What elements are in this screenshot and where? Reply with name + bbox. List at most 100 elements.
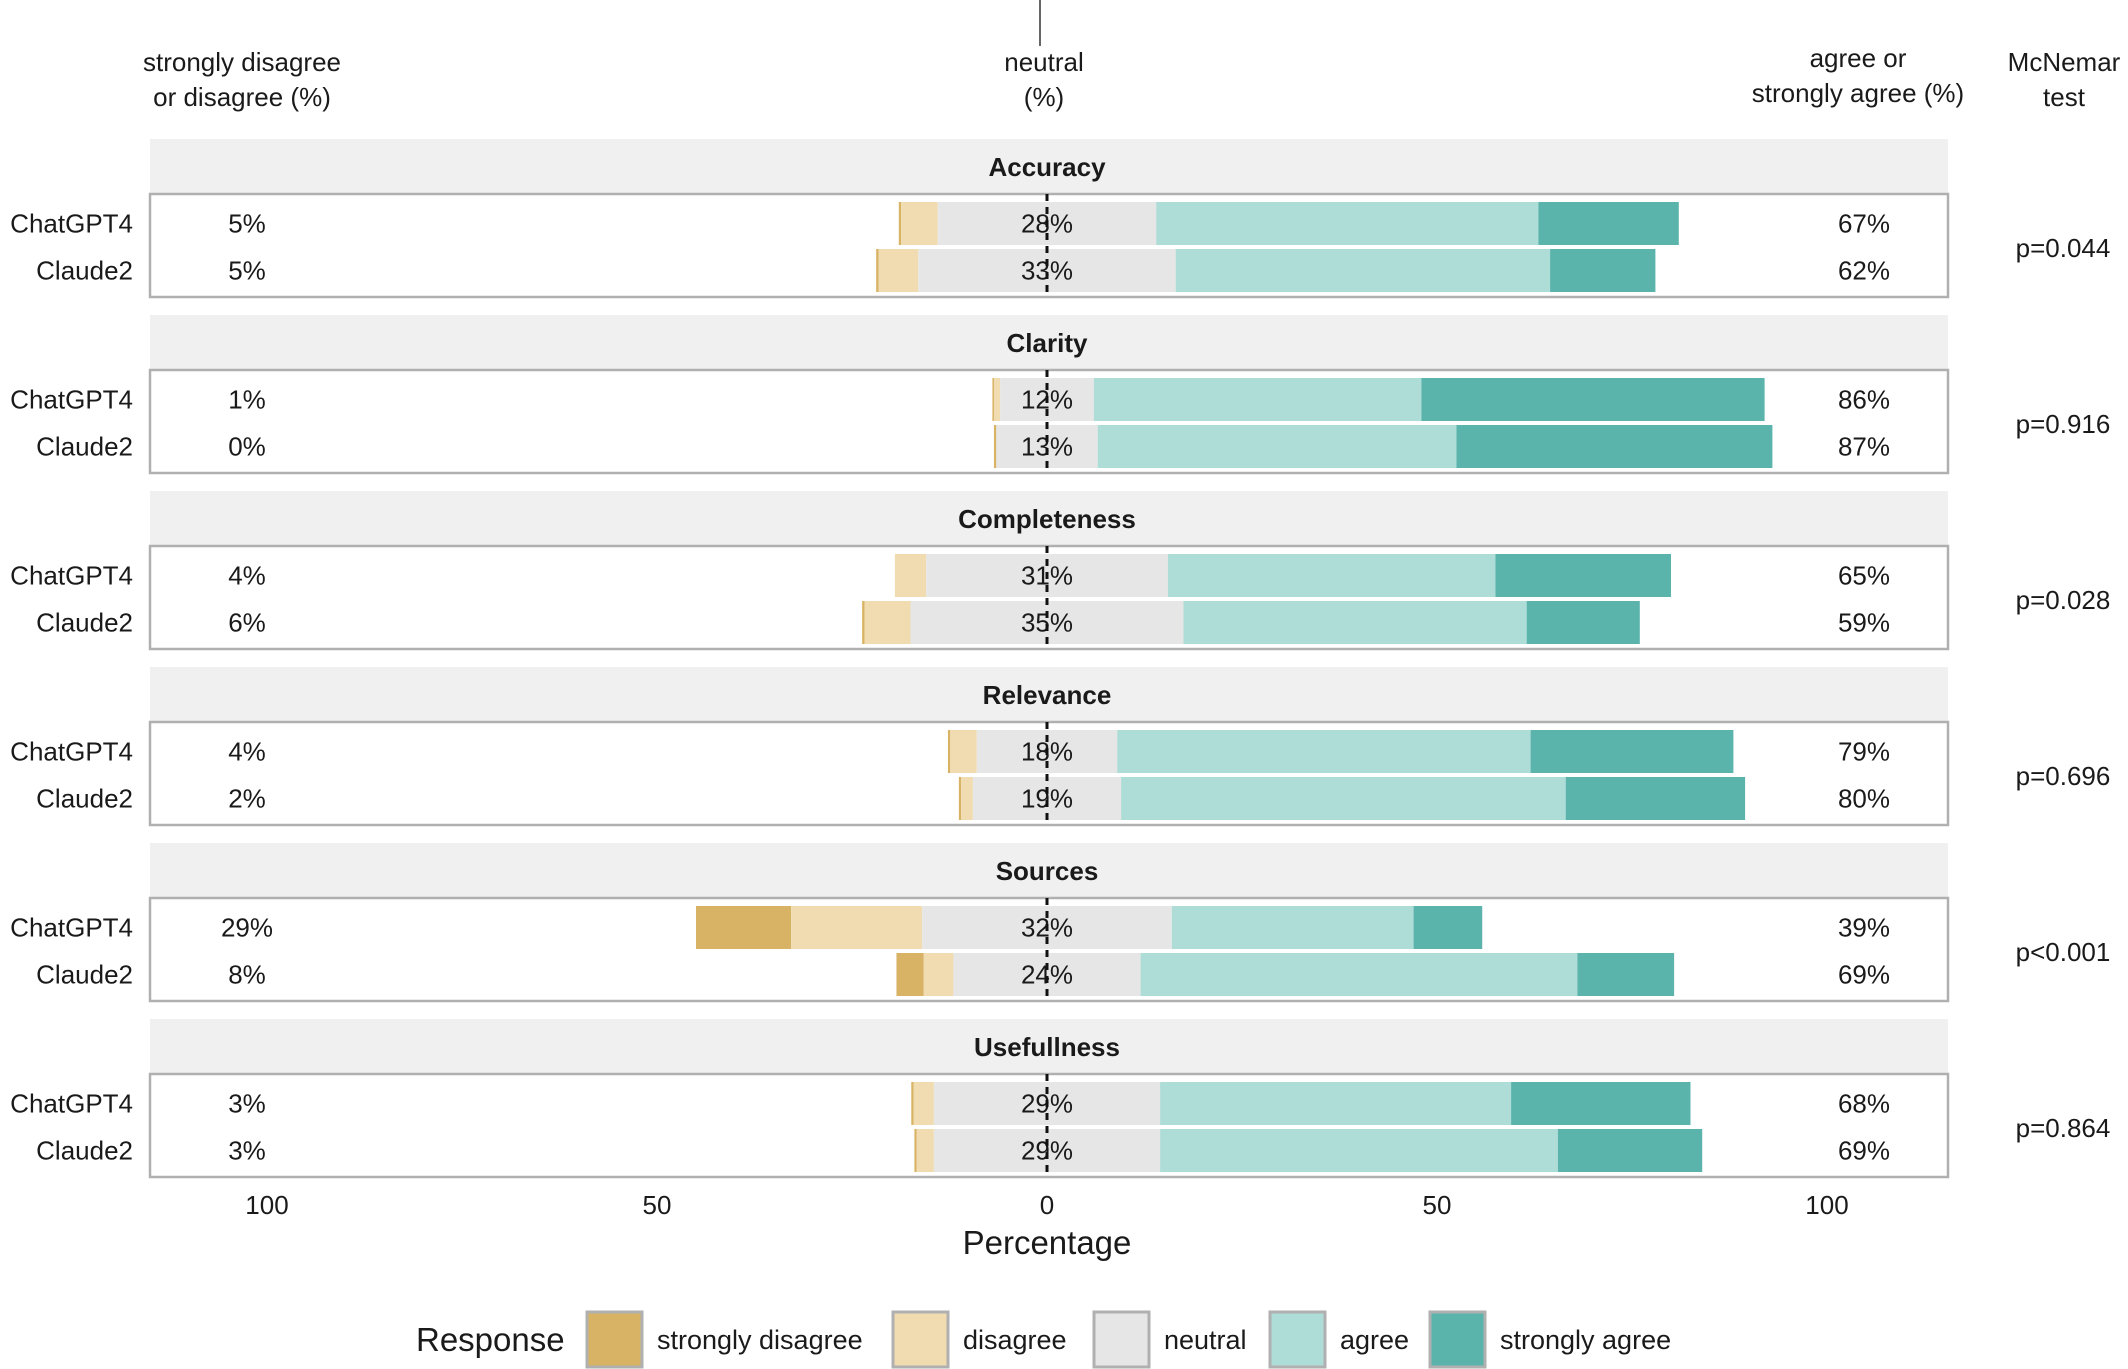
bar-neutral (910, 601, 1184, 644)
legend-item-neutral: neutral (1092, 1310, 1247, 1369)
p-value: p<0.001 (2016, 937, 2111, 967)
panel-strip (150, 491, 1948, 546)
row-label: ChatGPT4 (10, 209, 133, 239)
x-tick-label: 100 (245, 1190, 288, 1220)
bar-strongly-agree (1557, 1129, 1703, 1172)
panel-title: Usefullness (974, 1032, 1120, 1062)
row-label: Claude2 (36, 256, 133, 286)
legend-item-agree: agree (1268, 1310, 1409, 1369)
header-test-line2: test (2043, 82, 2086, 112)
p-value: p=0.696 (2016, 761, 2111, 791)
bar-agree (1156, 202, 1539, 245)
row-label: Claude2 (36, 608, 133, 638)
bar-strongly-disagree (992, 378, 994, 421)
label-disagree-pct: 3% (228, 1089, 266, 1119)
legend-label: disagree (963, 1325, 1067, 1355)
p-value: p=0.916 (2016, 409, 2111, 439)
bar-strongly-disagree (896, 953, 924, 996)
bar-disagree (913, 1082, 934, 1125)
legend-title: Response (416, 1321, 565, 1358)
bar-strongly-agree (1526, 601, 1640, 644)
panel-title: Accuracy (988, 152, 1106, 182)
legend-item-strongly-disagree: strongly disagree (585, 1310, 863, 1369)
bar-neutral (953, 953, 1141, 996)
bar-disagree (923, 953, 954, 996)
row-claude2: Claude2 3% 29% 69% (36, 1129, 1890, 1172)
legend-key-strongly-disagree (585, 1310, 644, 1369)
row-label: Claude2 (36, 784, 133, 814)
bar-agree (1121, 777, 1566, 820)
row-label: ChatGPT4 (10, 913, 133, 943)
bar-disagree (791, 906, 923, 949)
label-agree-pct: 65% (1838, 561, 1890, 591)
x-tick-label: 50 (643, 1190, 672, 1220)
legend-key-neutral (1092, 1310, 1151, 1369)
label-disagree-pct: 4% (228, 737, 266, 767)
bar-agree (1171, 906, 1414, 949)
bar-agree (1097, 425, 1457, 468)
legend-item-strongly-agree: strongly agree (1428, 1310, 1671, 1369)
bar-agree (1140, 953, 1578, 996)
panel-strip (150, 843, 1948, 898)
row-label: Claude2 (36, 960, 133, 990)
bar-strongly-disagree (914, 1129, 917, 1172)
bar-neutral (996, 425, 1098, 468)
header-right-line1: agree or (1810, 43, 1907, 73)
bar-neutral (918, 249, 1176, 292)
panel-strip (150, 315, 1948, 370)
label-disagree-pct: 1% (228, 385, 266, 415)
label-disagree-pct: 3% (228, 1136, 266, 1166)
row-claude2: Claude2 6% 35% 59% (36, 601, 1890, 644)
bar-strongly-agree (1565, 777, 1746, 820)
row-label: ChatGPT4 (10, 737, 133, 767)
x-axis: 100 50 0 50 100 (245, 1190, 1848, 1220)
bar-agree (1117, 730, 1531, 773)
bar-agree (1160, 1082, 1512, 1125)
label-agree-pct: 39% (1838, 913, 1890, 943)
row-label: Claude2 (36, 432, 133, 462)
legend-key-agree (1268, 1310, 1327, 1369)
bar-strongly-agree (1495, 554, 1671, 597)
bar-neutral (933, 1129, 1161, 1172)
bar-strongly-agree (1538, 202, 1679, 245)
label-agree-pct: 69% (1838, 960, 1890, 990)
legend-label: agree (1340, 1325, 1409, 1355)
bar-strongly-disagree (862, 601, 865, 644)
row-claude2: Claude2 0% 13% 87% (36, 425, 1890, 468)
row-label: ChatGPT4 (10, 1089, 133, 1119)
row-label: ChatGPT4 (10, 561, 133, 591)
header-left-line2: or disagree (%) (153, 82, 331, 112)
bar-neutral (972, 777, 1122, 820)
header-test-line1: McNemar (2008, 47, 2121, 77)
p-value: p=0.044 (2016, 233, 2111, 263)
bar-disagree (950, 730, 977, 773)
label-agree-pct: 67% (1838, 209, 1890, 239)
label-agree-pct: 62% (1838, 256, 1890, 286)
header-center-line2: (%) (1024, 82, 1064, 112)
label-disagree-pct: 4% (228, 561, 266, 591)
bar-strongly-disagree (911, 1082, 914, 1125)
label-agree-pct: 87% (1838, 432, 1890, 462)
bar-strongly-disagree (696, 906, 792, 949)
panel-title: Clarity (1007, 328, 1088, 358)
p-value: p=0.864 (2016, 1113, 2111, 1143)
header-left-line1: strongly disagree (143, 47, 341, 77)
bar-disagree (901, 202, 938, 245)
panel-title: Relevance (983, 680, 1112, 710)
panel-strip (150, 1019, 1948, 1074)
row-label: ChatGPT4 (10, 385, 133, 415)
legend-item-disagree: disagree (891, 1310, 1067, 1369)
bar-disagree (894, 554, 927, 597)
panel-strip (150, 667, 1948, 722)
label-agree-pct: 59% (1838, 608, 1890, 638)
bar-agree (1183, 601, 1527, 644)
label-agree-pct: 79% (1838, 737, 1890, 767)
bar-strongly-agree (1421, 378, 1765, 421)
panel-title: Sources (996, 856, 1099, 886)
legend-key-strongly-agree (1428, 1310, 1487, 1369)
